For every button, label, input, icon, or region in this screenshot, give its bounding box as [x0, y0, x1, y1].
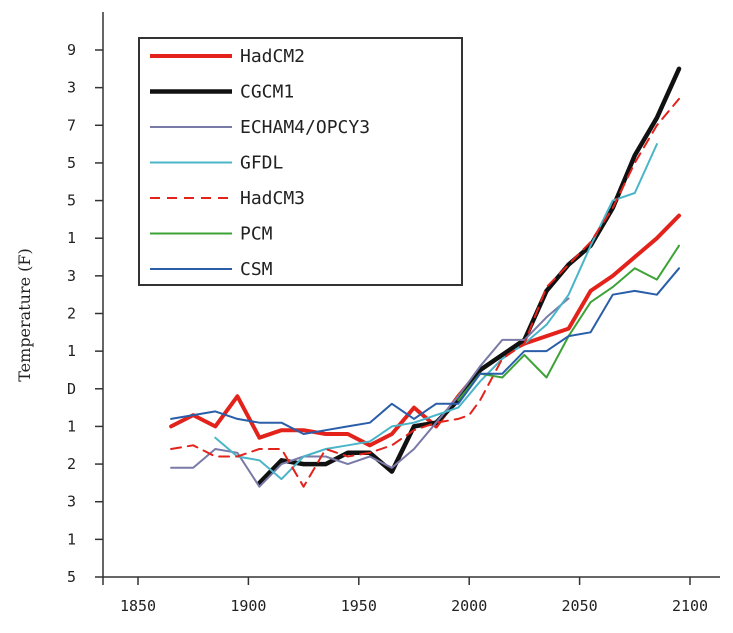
series-line-pcm — [457, 244, 680, 402]
legend-label: HadCM3 — [240, 188, 305, 209]
y-tick-label: 1 — [67, 417, 76, 435]
series-line-hadcm3 — [170, 97, 680, 488]
legend-label: ECHAM4/OPCY3 — [240, 117, 370, 138]
legend-label: PCM — [240, 224, 273, 245]
y-tick-label: 9 — [67, 41, 76, 59]
series-line-echam4-opcy3 — [170, 297, 570, 488]
y-tick-label: 1 — [67, 530, 76, 548]
x-tick-label: 1950 — [341, 597, 377, 615]
y-tick-label: 5 — [67, 568, 76, 586]
series-line-hadcm2 — [169, 213, 681, 448]
x-ticks: 1850 1900 1950 2000 2050 2100 — [120, 577, 708, 615]
x-tick-label: 1850 — [120, 597, 156, 615]
y-tick-label: 5 — [67, 192, 76, 210]
legend-label: CSM — [240, 259, 273, 280]
y-tick-label: 2 — [67, 455, 76, 473]
y-ticks: 9 3 7 5 5 1 3 2 1 D 1 2 3 1 5 — [67, 41, 103, 586]
series-line-csm — [170, 267, 680, 435]
series-lines — [169, 66, 682, 488]
x-tick-label: 2100 — [672, 597, 708, 615]
x-tick-label: 1900 — [230, 597, 266, 615]
legend: HadCM2 CGCM1 ECHAM4/OPCY3 GFDL HadCM3 PCM CSM — [138, 37, 463, 286]
legend-label: GFDL — [240, 153, 284, 174]
legend-label: HadCM2 — [240, 46, 305, 67]
y-tick-label: 3 — [67, 79, 76, 97]
x-tick-label: 2000 — [451, 597, 487, 615]
y-tick-label: 1 — [67, 342, 76, 360]
x-tick-label: 2050 — [562, 597, 598, 615]
y-tick-label: 7 — [67, 116, 76, 134]
y-tick-label: 5 — [67, 154, 76, 172]
legend-items: HadCM2 CGCM1 ECHAM4/OPCY3 GFDL HadCM3 PCM CSM — [150, 46, 370, 280]
y-tick-label: 1 — [67, 229, 76, 247]
legend-label: CGCM1 — [240, 82, 294, 103]
y-tick-label: 2 — [67, 305, 76, 323]
y-tick-label: 3 — [67, 493, 76, 511]
series-line-gfdl — [214, 143, 658, 481]
y-tick-label: D — [67, 380, 76, 398]
y-tick-label: 3 — [67, 267, 76, 285]
y-axis-label: Temperature (F) — [15, 248, 34, 382]
axes — [102, 12, 720, 585]
